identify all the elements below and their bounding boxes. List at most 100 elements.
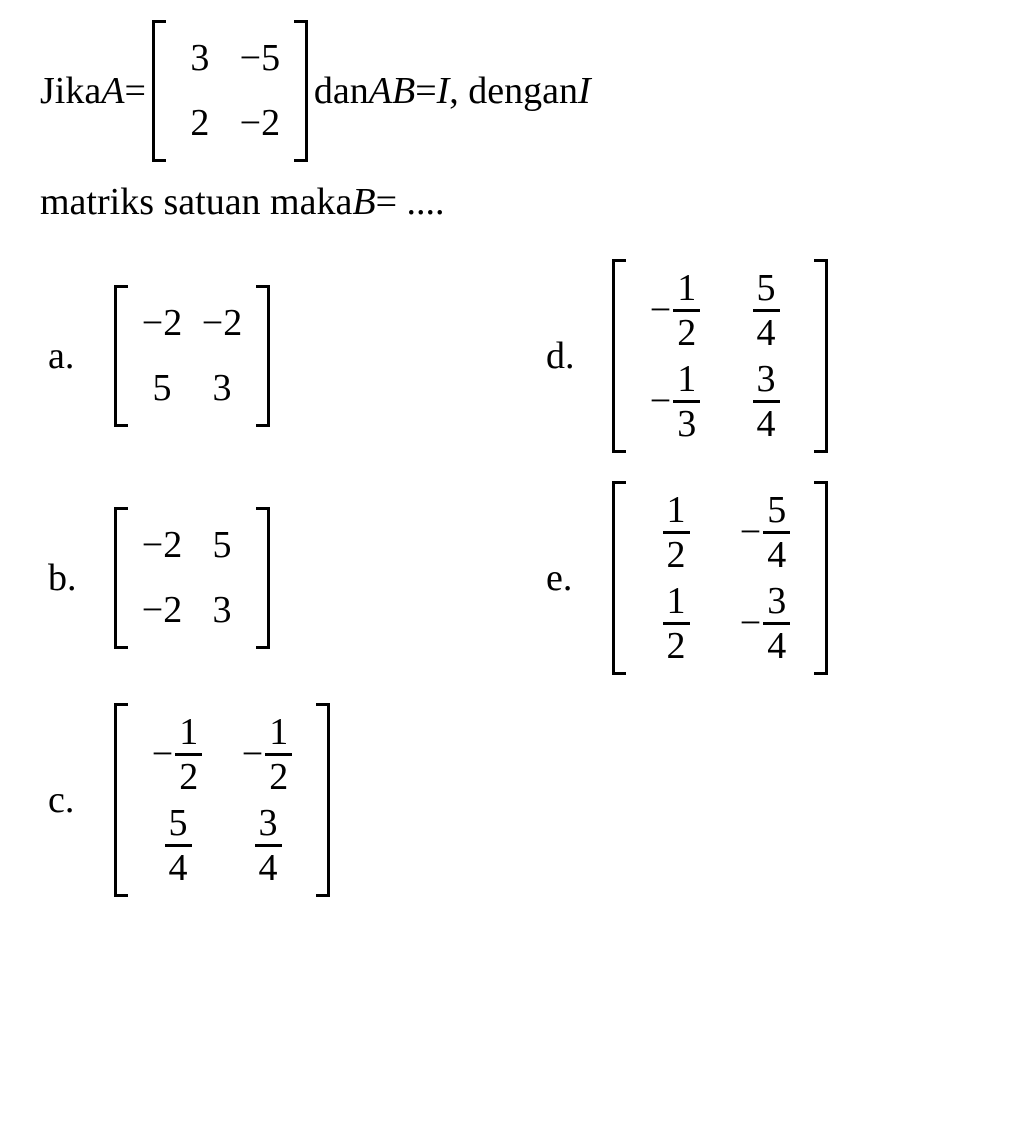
denominator: 2	[663, 622, 690, 665]
minus-sign: −	[650, 282, 671, 339]
matrix-cell: −2	[192, 291, 252, 356]
text-dan: dan	[314, 63, 369, 120]
bracket-right-icon	[256, 285, 270, 427]
matrix-row: 1 2 − 5 4	[630, 487, 810, 578]
minus-sign: −	[242, 726, 263, 783]
matrix-A: 3 −5 2 −2	[152, 20, 308, 162]
matrix-row: 5 3	[132, 356, 252, 421]
matrix-cell: 2	[170, 91, 230, 156]
matrix-row: − 1 3 3 4	[630, 356, 810, 447]
matrix-cell: −2	[132, 291, 192, 356]
numerator: 1	[265, 713, 292, 753]
option-b: b. −2 5 −2 3	[48, 481, 486, 675]
bracket-right-icon	[814, 481, 828, 675]
matrix-row: − 1 2 − 1 2	[132, 709, 312, 800]
numerator: 5	[165, 804, 192, 844]
matrix-row: 2 −2	[170, 91, 290, 156]
denominator: 4	[255, 844, 282, 887]
bracket-right-icon	[316, 703, 330, 897]
matrix-cell: 3	[170, 26, 230, 91]
fraction: 5 4	[165, 804, 192, 887]
option-e-matrix: 1 2 − 5 4	[612, 481, 828, 675]
text-eq2: =	[415, 63, 436, 120]
numerator: 1	[673, 269, 700, 309]
matrix-cell: −2	[132, 578, 192, 643]
matrix-cells: − 1 2 5 4	[626, 259, 814, 453]
fraction: 1 2	[265, 713, 292, 796]
matrix-cell: − 5 4	[720, 487, 810, 578]
matrix-cells: −2 5 −2 3	[128, 507, 256, 649]
matrix-row: − 1 2 5 4	[630, 265, 810, 356]
matrix-row: −2 3	[132, 578, 252, 643]
denominator: 2	[663, 531, 690, 574]
matrix-cell: − 1 2	[132, 709, 222, 800]
var-I: I	[437, 63, 450, 120]
matrix-cells: 1 2 − 5 4	[626, 481, 814, 675]
numerator: 1	[175, 713, 202, 753]
matrix-cell: −5	[230, 26, 290, 91]
text-eq: =	[124, 63, 145, 120]
option-c: c. − 1 2 −	[48, 703, 486, 897]
bracket-left-icon	[114, 703, 128, 897]
fraction: 1 2	[663, 491, 690, 574]
matrix-row: 3 −5	[170, 26, 290, 91]
options-grid: a. −2 −2 5 3 d.	[48, 259, 984, 897]
matrix-cell: −2	[132, 513, 192, 578]
denominator: 3	[673, 400, 700, 443]
matrix-cell: 5	[192, 513, 252, 578]
var-A: A	[101, 63, 124, 120]
option-label: e.	[546, 550, 606, 607]
matrix-cell: 3	[192, 356, 252, 421]
numerator: 1	[663, 491, 690, 531]
question-block: Jika A = 3 −5 2 −2 dan AB = I , dengan I	[40, 20, 984, 897]
option-a-matrix: −2 −2 5 3	[114, 285, 270, 427]
bracket-left-icon	[612, 259, 626, 453]
matrix-row: −2 5	[132, 513, 252, 578]
matrix-A-cells: 3 −5 2 −2	[166, 20, 294, 162]
matrix-row: 5 4 3 4	[132, 800, 312, 891]
matrix-cell: 5	[132, 356, 192, 421]
denominator: 4	[763, 622, 790, 665]
bracket-left-icon	[114, 285, 128, 427]
fraction: 1 2	[663, 582, 690, 665]
matrix-cell: 1 2	[630, 487, 720, 578]
option-b-matrix: −2 5 −2 3	[114, 507, 270, 649]
matrix-cell: 5 4	[132, 800, 222, 891]
var-B: B	[352, 174, 375, 231]
option-d-matrix: − 1 2 5 4	[612, 259, 828, 453]
matrix-cell: 3 4	[720, 356, 810, 447]
option-a: a. −2 −2 5 3	[48, 259, 486, 453]
denominator: 2	[673, 309, 700, 352]
bracket-right-icon	[814, 259, 828, 453]
text-jika: Jika	[40, 63, 101, 120]
bracket-left-icon	[152, 20, 166, 162]
matrix-cell: − 1 3	[630, 356, 720, 447]
numerator: 5	[753, 269, 780, 309]
var-AB: AB	[369, 63, 415, 120]
matrix-cells: −2 −2 5 3	[128, 285, 256, 427]
bracket-left-icon	[612, 481, 626, 675]
bracket-right-icon	[256, 507, 270, 649]
matrix-cell: 3 4	[222, 800, 312, 891]
minus-sign: −	[740, 595, 761, 652]
fraction: 3 4	[255, 804, 282, 887]
matrix-cell: 1 2	[630, 578, 720, 669]
matrix-cell: − 1 2	[222, 709, 312, 800]
fraction: 1 2	[673, 269, 700, 352]
option-label: a.	[48, 328, 108, 385]
fraction: 1 3	[673, 360, 700, 443]
denominator: 4	[165, 844, 192, 887]
fraction: 3 4	[753, 360, 780, 443]
minus-sign: −	[650, 373, 671, 430]
bracket-left-icon	[114, 507, 128, 649]
denominator: 4	[753, 400, 780, 443]
matrix-cell: 5 4	[720, 265, 810, 356]
numerator: 3	[763, 582, 790, 622]
text-dengan: , dengan	[449, 63, 578, 120]
denominator: 4	[753, 309, 780, 352]
bracket-right-icon	[294, 20, 308, 162]
denominator: 4	[763, 531, 790, 574]
matrix-cell: 3	[192, 578, 252, 643]
matrix-cell: − 3 4	[720, 578, 810, 669]
matrix-cell: − 1 2	[630, 265, 720, 356]
